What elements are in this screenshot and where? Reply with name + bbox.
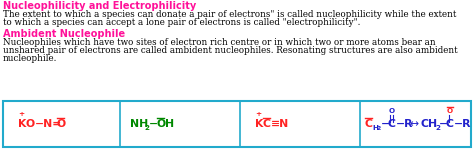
Text: 2: 2: [144, 125, 149, 131]
Text: K: K: [255, 119, 264, 129]
Text: C: C: [388, 119, 396, 129]
Text: CH: CH: [421, 119, 438, 129]
Text: ≡N: ≡N: [271, 119, 289, 129]
Text: C: C: [446, 119, 454, 129]
Text: Nucleophiles which have two sites of electron rich centre or in which two or mor: Nucleophiles which have two sites of ele…: [3, 38, 436, 47]
Text: 2: 2: [435, 125, 440, 131]
Text: C: C: [365, 119, 373, 129]
Text: O: O: [26, 119, 35, 129]
Text: Ambident Nucleophile: Ambident Nucleophile: [3, 29, 125, 39]
Text: −R: −R: [396, 119, 413, 129]
Text: ↔: ↔: [410, 119, 419, 129]
Text: −: −: [149, 119, 158, 129]
Text: O: O: [157, 119, 166, 129]
Text: to which a species can accept a lone pair of electrons is called "electrophilici: to which a species can accept a lone pai…: [3, 18, 360, 27]
Text: unshared pair of electrons are called ambident nucleophiles. Resonating structur: unshared pair of electrons are called am…: [3, 46, 457, 55]
Text: O: O: [447, 108, 453, 114]
Text: H: H: [165, 119, 174, 129]
Text: NH: NH: [130, 119, 148, 129]
Text: C: C: [263, 119, 271, 129]
Text: −R: −R: [454, 119, 472, 129]
Text: H: H: [372, 125, 378, 131]
Text: The extent to which a species can donate a pair of electrons" is called nucleoph: The extent to which a species can donate…: [3, 10, 456, 19]
Text: O: O: [57, 119, 66, 129]
Text: K: K: [18, 119, 27, 129]
Text: Nucleophilicity and Electrophilicity: Nucleophilicity and Electrophilicity: [3, 1, 196, 11]
Text: +: +: [255, 111, 261, 118]
FancyBboxPatch shape: [3, 101, 471, 147]
Text: +: +: [18, 111, 24, 118]
Text: −: −: [439, 119, 448, 129]
Text: nucleophile.: nucleophile.: [3, 54, 57, 63]
Text: −: −: [381, 119, 390, 129]
Text: 2: 2: [377, 127, 381, 132]
Text: −N=: −N=: [35, 119, 62, 129]
Text: O: O: [389, 108, 395, 114]
